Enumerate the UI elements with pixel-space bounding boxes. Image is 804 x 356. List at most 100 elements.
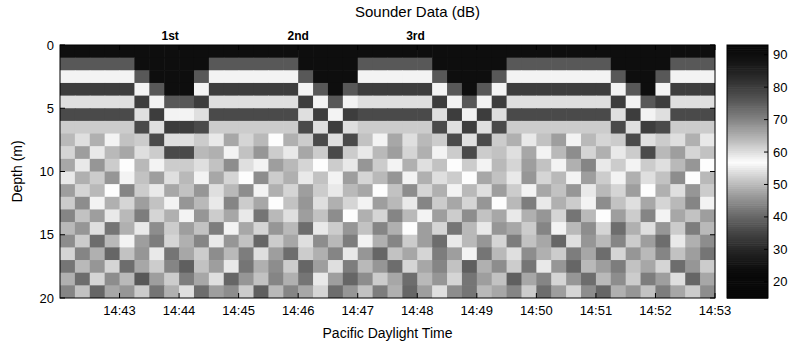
cell bbox=[313, 121, 328, 134]
cell bbox=[313, 146, 328, 159]
x-tick bbox=[357, 293, 358, 298]
cell bbox=[268, 273, 283, 286]
cell bbox=[343, 209, 358, 222]
cell bbox=[283, 96, 298, 109]
cell bbox=[700, 285, 715, 298]
cell bbox=[492, 209, 507, 222]
cell bbox=[581, 134, 596, 147]
cell bbox=[641, 146, 656, 159]
cell bbox=[149, 121, 164, 134]
x-axis-title: Pacific Daylight Time bbox=[323, 325, 453, 341]
cell bbox=[492, 121, 507, 134]
cell bbox=[462, 209, 477, 222]
cell bbox=[194, 273, 209, 286]
cell bbox=[641, 235, 656, 248]
cell bbox=[477, 108, 492, 121]
cell bbox=[432, 45, 447, 58]
cell bbox=[447, 159, 462, 172]
cell bbox=[149, 184, 164, 197]
cell bbox=[90, 83, 105, 96]
cell bbox=[417, 209, 432, 222]
cell bbox=[134, 70, 149, 83]
cell bbox=[149, 96, 164, 109]
cell bbox=[179, 285, 194, 298]
title: Sounder Data (dB) bbox=[355, 3, 480, 20]
cell bbox=[462, 285, 477, 298]
cell bbox=[209, 184, 224, 197]
cell bbox=[298, 134, 313, 147]
cell bbox=[521, 285, 536, 298]
cell bbox=[685, 172, 700, 185]
cell bbox=[90, 184, 105, 197]
cell bbox=[90, 108, 105, 121]
cell bbox=[402, 197, 417, 210]
cell bbox=[254, 260, 269, 273]
cell bbox=[402, 273, 417, 286]
cell bbox=[626, 108, 641, 121]
cell bbox=[194, 146, 209, 159]
cell bbox=[373, 172, 388, 185]
cell bbox=[194, 209, 209, 222]
cell bbox=[224, 285, 239, 298]
cell bbox=[611, 247, 626, 260]
cell bbox=[566, 121, 581, 134]
cell bbox=[373, 260, 388, 273]
cell bbox=[194, 83, 209, 96]
x-tick bbox=[655, 45, 656, 50]
cell bbox=[417, 121, 432, 134]
cell bbox=[105, 146, 120, 159]
cell bbox=[596, 70, 611, 83]
cell bbox=[224, 108, 239, 121]
cell bbox=[105, 134, 120, 147]
cell bbox=[134, 172, 149, 185]
colorbar-tick bbox=[764, 119, 768, 120]
cell bbox=[239, 83, 254, 96]
cell bbox=[373, 134, 388, 147]
cell bbox=[641, 83, 656, 96]
cell bbox=[447, 260, 462, 273]
cell bbox=[224, 121, 239, 134]
x-tick bbox=[417, 293, 418, 298]
cell bbox=[611, 96, 626, 109]
cell bbox=[358, 197, 373, 210]
cell bbox=[507, 121, 522, 134]
cell bbox=[298, 159, 313, 172]
cell bbox=[194, 197, 209, 210]
cell bbox=[134, 83, 149, 96]
cell bbox=[685, 209, 700, 222]
cell bbox=[179, 209, 194, 222]
cell bbox=[536, 134, 551, 147]
cell bbox=[492, 45, 507, 58]
cell bbox=[626, 260, 641, 273]
cell bbox=[596, 209, 611, 222]
cell bbox=[641, 184, 656, 197]
cell bbox=[328, 45, 343, 58]
cell bbox=[134, 184, 149, 197]
cell bbox=[477, 235, 492, 248]
cell bbox=[194, 260, 209, 273]
cell bbox=[120, 285, 135, 298]
cell bbox=[417, 172, 432, 185]
cell bbox=[641, 197, 656, 210]
y-tick-label: 5 bbox=[47, 101, 54, 116]
cell bbox=[298, 197, 313, 210]
cell bbox=[120, 58, 135, 71]
cell bbox=[343, 159, 358, 172]
cell bbox=[224, 260, 239, 273]
cell bbox=[179, 58, 194, 71]
cell bbox=[655, 247, 670, 260]
cell bbox=[462, 134, 477, 147]
cell bbox=[209, 45, 224, 58]
cell bbox=[492, 235, 507, 248]
cell bbox=[551, 83, 566, 96]
cell bbox=[536, 172, 551, 185]
cell bbox=[507, 45, 522, 58]
cell bbox=[477, 45, 492, 58]
cell bbox=[581, 83, 596, 96]
cell bbox=[402, 285, 417, 298]
cell bbox=[75, 260, 90, 273]
cell bbox=[105, 121, 120, 134]
cell bbox=[551, 45, 566, 58]
cell bbox=[626, 285, 641, 298]
cell bbox=[596, 260, 611, 273]
